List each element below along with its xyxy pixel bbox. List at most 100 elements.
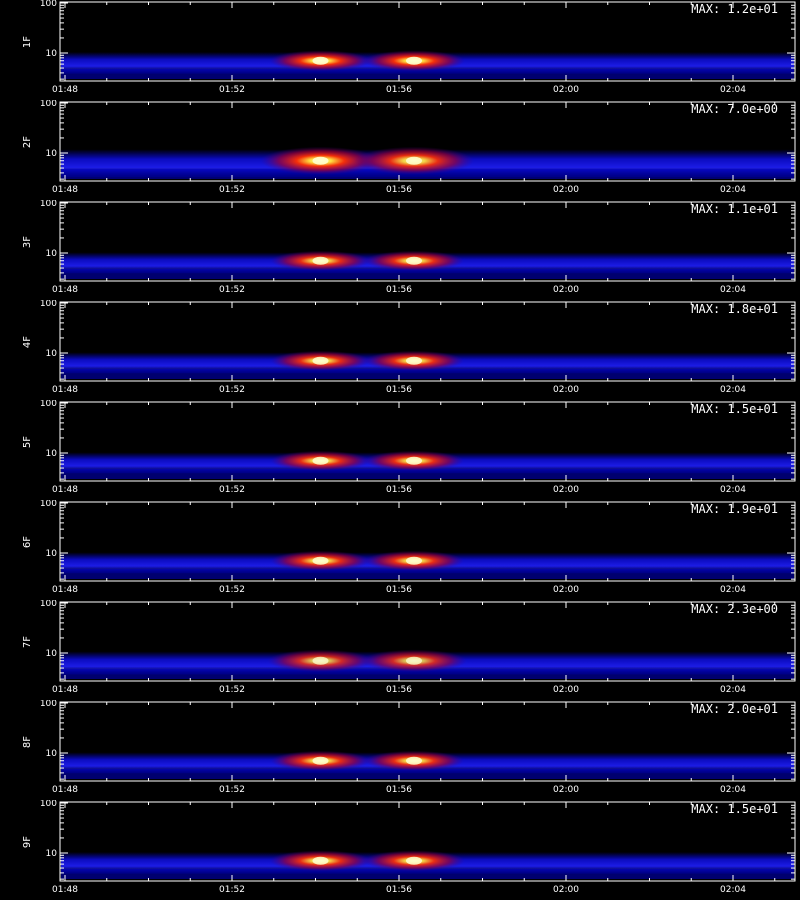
- burst-core-0156: [406, 656, 422, 665]
- x-tick-label-0156: 01:56: [386, 685, 412, 695]
- emission-floor: [61, 669, 794, 679]
- y-tick-label-10: 10: [46, 49, 58, 59]
- max-label-6F: MAX: 1.9e+01: [691, 502, 778, 516]
- burst-core-0154: [312, 756, 329, 765]
- x-tick-label-0156: 01:56: [386, 185, 412, 195]
- panel-3F: 100 10 01:48 01:52 01:56 02:00 02:04 3F MAX: 1.1…: [0, 200, 800, 300]
- panel-label-5F: 5F: [22, 436, 33, 448]
- y-tick-label-100: 100: [40, 700, 57, 709]
- emission-floor: [61, 869, 794, 879]
- max-label-9F: MAX: 1.5e+01: [691, 802, 778, 816]
- plot-frame: [59, 601, 796, 682]
- x-ticks: [64, 802, 776, 881]
- burst-core-0156: [406, 856, 422, 865]
- plot-frame: [59, 501, 796, 582]
- x-ticks: [64, 102, 776, 181]
- panel-svg-1F: 100 10 01:48 01:52 01:56 02:00 02:04 1F MAX: 1.2…: [22, 0, 796, 95]
- panel-5F: 100 10 01:48 01:52 01:56 02:00 02:04 5F MAX: 1.5…: [0, 400, 800, 500]
- panel-svg-7F: 100 10 01:48 01:52 01:56 02:00 02:04 7F MAX: 2.3…: [22, 600, 796, 695]
- burst-core-0154: [312, 656, 329, 665]
- panel-label-7F: 7F: [22, 636, 33, 648]
- y-tick-label-10: 10: [46, 349, 58, 359]
- x-tick-label-0204: 02:04: [720, 385, 746, 395]
- x-tick-label-0148: 01:48: [52, 185, 78, 195]
- x-tick-label-0156: 01:56: [386, 485, 412, 495]
- panel-svg-4F: 100 10 01:48 01:52 01:56 02:00 02:04 4F MAX: 1.8…: [22, 300, 796, 395]
- x-tick-label-0148: 01:48: [52, 385, 78, 395]
- y-tick-label-10: 10: [46, 749, 58, 759]
- x-tick-label-0156: 01:56: [386, 85, 412, 95]
- x-tick-label-0148: 01:48: [52, 285, 78, 295]
- x-tick-label-0152: 01:52: [219, 685, 245, 695]
- burst-core-0154: [312, 556, 329, 565]
- plot-frame: [59, 301, 796, 382]
- plot-frame: [59, 701, 796, 782]
- x-tick-label-0200: 02:00: [553, 785, 579, 795]
- y-ticks: [60, 202, 795, 280]
- burst-core-0156: [406, 56, 422, 65]
- x-tick-label-0148: 01:48: [52, 685, 78, 695]
- x-ticks: [64, 402, 776, 481]
- x-tick-label-0200: 02:00: [553, 685, 579, 695]
- burst-core-0154: [312, 156, 329, 165]
- x-tick-label-0156: 01:56: [386, 585, 412, 595]
- x-tick-label-0204: 02:04: [720, 485, 746, 495]
- panel-label-1F: 1F: [22, 36, 33, 48]
- x-tick-label-0204: 02:04: [720, 685, 746, 695]
- x-tick-label-0152: 01:52: [219, 485, 245, 495]
- x-tick-label-0200: 02:00: [553, 285, 579, 295]
- panel-svg-9F: 100 10 01:48 01:52 01:56 02:00 02:04 9F MAX: 1.5…: [22, 800, 796, 895]
- y-tick-label-10: 10: [46, 249, 58, 259]
- y-tick-label-10: 10: [46, 549, 58, 559]
- x-tick-label-0204: 02:04: [720, 185, 746, 195]
- plot-frame: [59, 201, 796, 282]
- plot-frame: [59, 401, 796, 482]
- x-tick-label-0152: 01:52: [219, 785, 245, 795]
- x-tick-label-0148: 01:48: [52, 485, 78, 495]
- plot-frame: [59, 1, 796, 82]
- panel-4F: 100 10 01:48 01:52 01:56 02:00 02:04 4F MAX: 1.8…: [0, 300, 800, 400]
- panel-8F: 100 10 01:48 01:52 01:56 02:00 02:04 8F MAX: 2.0…: [0, 700, 800, 800]
- panel-7F: 100 10 01:48 01:52 01:56 02:00 02:04 7F MAX: 2.3…: [0, 600, 800, 700]
- max-label-3F: MAX: 1.1e+01: [691, 202, 778, 216]
- x-ticks: [64, 2, 776, 81]
- x-tick-label-0156: 01:56: [386, 785, 412, 795]
- x-tick-label-0200: 02:00: [553, 885, 579, 895]
- x-ticks: [64, 502, 776, 581]
- y-ticks: [60, 402, 795, 480]
- emission-floor: [61, 69, 794, 79]
- panel-svg-8F: 100 10 01:48 01:52 01:56 02:00 02:04 8F MAX: 2.0…: [22, 700, 796, 795]
- max-label-7F: MAX: 2.3e+00: [691, 602, 778, 616]
- x-tick-label-0152: 01:52: [219, 885, 245, 895]
- y-ticks: [60, 602, 795, 680]
- panel-6F: 100 10 01:48 01:52 01:56 02:00 02:04 6F MAX: 1.9…: [0, 500, 800, 600]
- burst-core-0156: [406, 456, 422, 465]
- y-tick-label-100: 100: [40, 100, 57, 109]
- y-ticks: [60, 502, 795, 580]
- x-tick-label-0200: 02:00: [553, 485, 579, 495]
- max-label-8F: MAX: 2.0e+01: [691, 702, 778, 716]
- panel-1F: 100 10 01:48 01:52 01:56 02:00 02:04 1F MAX: 1.2…: [0, 0, 800, 100]
- x-tick-label-0200: 02:00: [553, 585, 579, 595]
- x-tick-label-0152: 01:52: [219, 585, 245, 595]
- y-tick-label-100: 100: [40, 500, 57, 509]
- burst-core-0156: [406, 756, 422, 765]
- y-ticks: [60, 302, 795, 380]
- panel-svg-6F: 100 10 01:48 01:52 01:56 02:00 02:04 6F MAX: 1.9…: [22, 500, 796, 595]
- plot-frame: [59, 101, 796, 182]
- x-ticks: [64, 602, 776, 681]
- panel-2F: 100 10 01:48 01:52 01:56 02:00 02:04 2F MAX: 7.0…: [0, 100, 800, 200]
- burst-core-0154: [312, 456, 329, 465]
- panel-svg-2F: 100 10 01:48 01:52 01:56 02:00 02:04 2F MAX: 7.0…: [22, 100, 796, 195]
- panel-9F: 100 10 01:48 01:52 01:56 02:00 02:04 9F MAX: 1.5…: [0, 800, 800, 900]
- x-tick-label-0156: 01:56: [386, 885, 412, 895]
- y-tick-label-10: 10: [46, 649, 58, 659]
- emission-floor: [61, 569, 794, 579]
- max-label-5F: MAX: 1.5e+01: [691, 402, 778, 416]
- y-tick-label-10: 10: [46, 849, 58, 859]
- x-tick-label-0204: 02:04: [720, 885, 746, 895]
- emission-floor: [61, 469, 794, 479]
- x-tick-label-0148: 01:48: [52, 785, 78, 795]
- emission-floor: [61, 369, 794, 379]
- y-tick-label-100: 100: [40, 0, 57, 9]
